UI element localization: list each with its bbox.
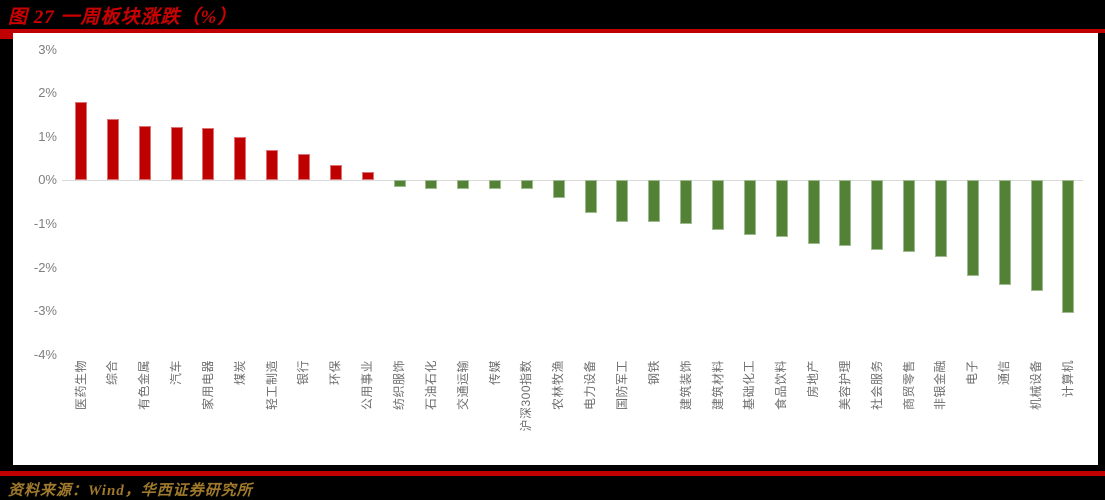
chart-bar xyxy=(266,149,279,181)
chart-bar xyxy=(839,180,852,246)
x-axis-category-label: 商贸零售 xyxy=(901,360,916,411)
x-axis-category-label: 环保 xyxy=(328,360,343,386)
x-axis-category-label: 社会服务 xyxy=(869,360,884,411)
y-axis-tick-label: -4% xyxy=(33,346,57,362)
y-axis-tick-label: -3% xyxy=(33,303,57,319)
x-axis-category-label: 美容护理 xyxy=(837,360,852,411)
x-axis-category-label: 建筑装饰 xyxy=(678,360,693,411)
x-axis-category-label: 医药生物 xyxy=(73,360,88,411)
x-axis-line xyxy=(62,179,1083,181)
chart-bar xyxy=(616,180,629,222)
x-axis-category-label: 银行 xyxy=(296,360,311,386)
chart-bar xyxy=(903,180,916,253)
x-axis-category-label: 建筑材料 xyxy=(710,360,725,411)
x-axis-category-label: 机械设备 xyxy=(1029,360,1043,411)
y-axis-tick-label: 2% xyxy=(38,85,57,101)
x-axis-category-label: 基础化工 xyxy=(742,360,757,411)
figure-footer: 资料来源：Wind，华西证券研究所 xyxy=(0,476,1105,499)
x-axis-category-label: 轻工制造 xyxy=(264,360,279,411)
chart-bar xyxy=(106,119,119,181)
chart-bar xyxy=(393,180,406,187)
chart-bar xyxy=(807,180,820,244)
x-axis-category-label: 煤炭 xyxy=(232,360,247,386)
chart-panel: 3% 2% 1% 0% -1% -2% -3% -4% 医药生物 综合 有色金属 汽车 家用电器 煤炭 轻工… xyxy=(13,33,1098,465)
chart-bar xyxy=(712,180,724,231)
x-axis-category-label: 农林牧渔 xyxy=(551,360,566,411)
chart-bar xyxy=(934,180,947,257)
y-axis-tick-label: 1% xyxy=(38,128,57,144)
bar-chart: 3% 2% 1% 0% -1% -2% -3% -4% 医药生物 综合 有色金属 汽车 家用电器 煤炭 轻工… xyxy=(13,33,1098,465)
y-axis-tick-label: 0% xyxy=(38,172,57,188)
chart-bar xyxy=(329,165,342,181)
x-axis-category-label: 有色金属 xyxy=(137,360,152,411)
chart-bar xyxy=(966,180,979,277)
chart-bar xyxy=(489,180,502,190)
chart-bar xyxy=(1062,180,1075,314)
chart-bar xyxy=(871,180,884,251)
chart-bar xyxy=(361,171,374,181)
figure-title: 图 27 一周板块涨跌（%） xyxy=(8,7,238,28)
chart-bar xyxy=(584,180,597,213)
x-axis-category-label: 传媒 xyxy=(487,360,502,386)
chart-bar xyxy=(1030,180,1043,292)
x-axis-category-label: 电子 xyxy=(965,360,980,386)
chart-bar xyxy=(680,180,693,224)
y-axis-tick-label: 3% xyxy=(38,41,57,57)
x-axis-category-label: 石油石化 xyxy=(423,360,438,411)
header-rule-cap xyxy=(0,29,14,39)
source-text: 资料来源：Wind，华西证券研究所 xyxy=(8,483,253,499)
chart-bar xyxy=(202,127,215,181)
chart-bar xyxy=(520,180,533,190)
x-axis-category-label: 公用事业 xyxy=(360,360,375,411)
chart-bar xyxy=(297,154,310,181)
x-axis-category-label: 综合 xyxy=(105,360,120,386)
chart-bar xyxy=(998,180,1011,285)
x-axis-category-label: 汽车 xyxy=(169,360,184,386)
figure-header: 图 27 一周板块涨跌（%） xyxy=(0,0,1105,29)
y-axis-tick-label: -2% xyxy=(33,259,57,275)
x-axis-category-label: 国防军工 xyxy=(614,360,629,411)
x-axis-category-label: 非银金融 xyxy=(933,360,948,411)
chart-bar xyxy=(170,127,183,181)
header-red-rule xyxy=(0,29,1105,33)
x-axis-category-label: 电力设备 xyxy=(583,360,598,411)
x-axis-category-label: 家用电器 xyxy=(200,360,215,411)
x-axis-category-label: 房地产 xyxy=(806,360,821,398)
x-axis-category-label: 钢铁 xyxy=(646,360,661,386)
chart-bar xyxy=(138,125,151,181)
footer-red-rule xyxy=(0,471,1105,476)
chart-bar xyxy=(552,180,565,198)
chart-bar xyxy=(234,136,247,181)
chart-bar xyxy=(75,101,87,181)
chart-bar xyxy=(425,180,438,190)
x-axis-category-label: 纺织服饰 xyxy=(392,360,406,411)
x-axis-category-label: 计算机 xyxy=(1060,360,1075,398)
chart-bar xyxy=(648,180,661,222)
chart-bar xyxy=(775,180,788,237)
x-axis-category-label: 交通运输 xyxy=(455,360,470,411)
y-axis-tick-label: -1% xyxy=(33,215,57,231)
x-axis-category-label: 通信 xyxy=(997,360,1012,386)
chart-bar xyxy=(457,180,470,190)
chart-bar xyxy=(743,180,756,235)
x-axis-category-label: 食品饮料 xyxy=(774,360,789,411)
x-axis-category-label: 沪深300指数 xyxy=(519,360,534,432)
